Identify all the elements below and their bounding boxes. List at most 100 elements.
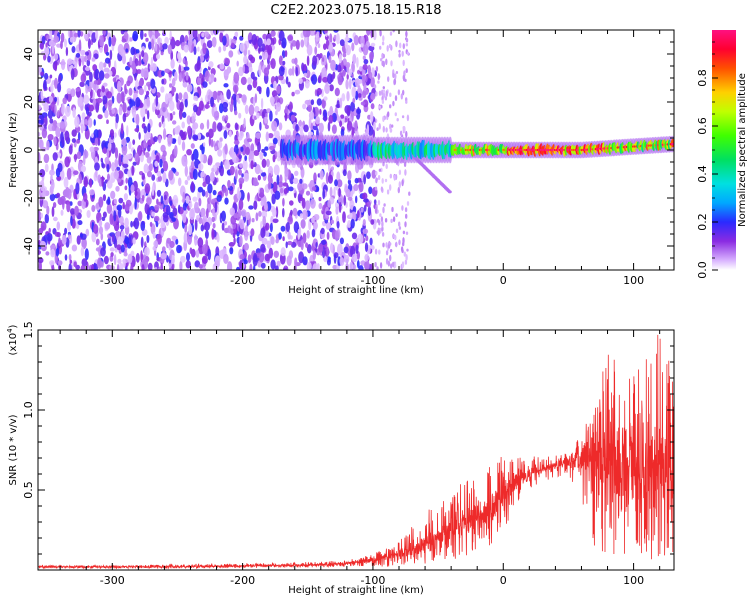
spectrogram-cell bbox=[263, 151, 267, 157]
spectrogram-cell bbox=[385, 242, 388, 248]
spectrogram-cell bbox=[362, 90, 367, 99]
spectrogram-cell bbox=[392, 100, 395, 107]
spectrogram-cell bbox=[239, 253, 245, 260]
spectrogram-cell bbox=[122, 258, 126, 269]
spectrogram-cell bbox=[116, 244, 122, 251]
spectrogram-cell bbox=[114, 147, 119, 160]
spectrogram-cell bbox=[120, 49, 126, 57]
spectrogram-cell bbox=[398, 239, 401, 246]
spectrogram-cell bbox=[236, 266, 240, 270]
x-tick-label: -300 bbox=[100, 274, 125, 287]
spectrogram-cell bbox=[102, 194, 106, 202]
spectrogram-cell bbox=[103, 62, 107, 68]
spectrogram-cell bbox=[266, 38, 272, 46]
spectrogram-cell bbox=[288, 186, 294, 192]
spectrogram-cell bbox=[237, 186, 240, 196]
spectrogram-cell bbox=[302, 103, 307, 110]
spectrogram-cell bbox=[122, 154, 129, 165]
x-tick-label: 0 bbox=[500, 274, 507, 287]
spectrogram-cell bbox=[329, 186, 333, 198]
spectrogram-cell bbox=[117, 236, 124, 245]
colorbar-tick-label: 0.2 bbox=[696, 213, 709, 231]
spectrogram-cell bbox=[134, 190, 138, 196]
spectrogram-cell bbox=[294, 57, 298, 65]
spectrogram-cell bbox=[172, 168, 177, 174]
spectrogram-cell bbox=[343, 246, 349, 254]
spectrogram-cell bbox=[340, 114, 345, 119]
spectrogram-cell bbox=[302, 209, 308, 220]
spectrogram-cell bbox=[124, 237, 130, 245]
x-tick-label: -200 bbox=[230, 274, 255, 287]
spectrogram-cell bbox=[392, 30, 395, 33]
spectrogram-cell bbox=[280, 225, 286, 232]
spectrogram-cell bbox=[364, 260, 370, 270]
spectrogram-image bbox=[38, 30, 674, 270]
spectrogram-cell bbox=[316, 98, 322, 106]
spectrogram-cell bbox=[193, 95, 198, 101]
spectrogram-cell bbox=[157, 175, 162, 182]
spectrogram-cell bbox=[264, 116, 268, 124]
spectrogram-cell bbox=[291, 91, 295, 97]
spectrogram-cell bbox=[43, 153, 50, 164]
spectrogram-cell bbox=[329, 33, 333, 45]
spectrogram-cell bbox=[238, 199, 244, 211]
spectrogram-cell bbox=[253, 181, 260, 186]
spectrogram-cell bbox=[143, 138, 146, 149]
spectrogram-cell bbox=[50, 174, 53, 182]
spectrogram-cell bbox=[335, 201, 339, 209]
spectrogram-y-axis-title: Frequency (Hz) bbox=[8, 112, 19, 188]
spectrogram-cell bbox=[160, 168, 165, 174]
spectrogram-cell bbox=[47, 134, 54, 141]
spectrogram-cell bbox=[199, 72, 203, 79]
spectrogram-cell bbox=[287, 240, 293, 246]
spectrogram-cell bbox=[264, 230, 270, 238]
spectrogram-cell bbox=[54, 53, 59, 61]
spectrogram-cell bbox=[114, 158, 118, 168]
spectrogram-cell bbox=[259, 187, 265, 196]
spectrogram-cell bbox=[124, 217, 129, 228]
spectrogram-cell bbox=[70, 215, 73, 226]
spectrogram-cell bbox=[55, 126, 61, 138]
spectrogram-cell bbox=[198, 100, 204, 111]
spectrogram-cell bbox=[60, 195, 66, 205]
spectrogram-cell bbox=[338, 187, 341, 198]
spectrogram-cell bbox=[89, 189, 95, 196]
spectrogram-cell bbox=[132, 161, 137, 166]
spectrogram-cell bbox=[152, 102, 155, 113]
spectrogram-cell bbox=[58, 74, 62, 85]
spectrogram-cell bbox=[247, 192, 250, 202]
spectrogram-cell bbox=[135, 113, 140, 126]
spectrogram-cell bbox=[158, 135, 162, 144]
spectrogram-cell bbox=[247, 77, 253, 85]
spectrogram-cell bbox=[90, 133, 94, 139]
spectrogram-cell bbox=[146, 156, 152, 164]
spectrogram-cell bbox=[216, 234, 220, 243]
spectrogram-cell bbox=[382, 92, 386, 98]
spectrogram-cell bbox=[200, 152, 204, 163]
spectrogram-cell bbox=[337, 179, 343, 188]
spectrogram-cell bbox=[194, 218, 198, 231]
spectrogram-cell bbox=[350, 101, 355, 112]
spectrogram-cell bbox=[315, 116, 320, 125]
spectrogram-cell bbox=[57, 82, 62, 93]
spectrogram-cell bbox=[380, 186, 384, 192]
spectrogram-cell bbox=[328, 174, 333, 184]
spectrogram-cell bbox=[226, 122, 231, 129]
spectrogram-cell bbox=[180, 255, 186, 263]
spectrogram-cell bbox=[144, 33, 147, 38]
spectrogram-cell bbox=[163, 194, 167, 201]
spectrogram-cell bbox=[182, 213, 187, 223]
spectrogram-cell bbox=[358, 265, 364, 270]
spectrogram-cell bbox=[64, 105, 71, 117]
spectrogram-cell bbox=[255, 132, 261, 140]
spectrogram-cell bbox=[324, 83, 330, 95]
spectrogram-cell bbox=[159, 158, 163, 168]
spectrogram-cell bbox=[199, 144, 204, 151]
spectrogram-cell bbox=[177, 204, 181, 214]
spectrogram-cell bbox=[405, 43, 408, 47]
spectrogram-cell bbox=[236, 60, 239, 67]
spectrogram-cell bbox=[362, 55, 366, 61]
spectrogram-cell bbox=[149, 221, 153, 228]
spectrogram-cell bbox=[109, 49, 113, 60]
spectrogram-cell bbox=[358, 79, 363, 84]
